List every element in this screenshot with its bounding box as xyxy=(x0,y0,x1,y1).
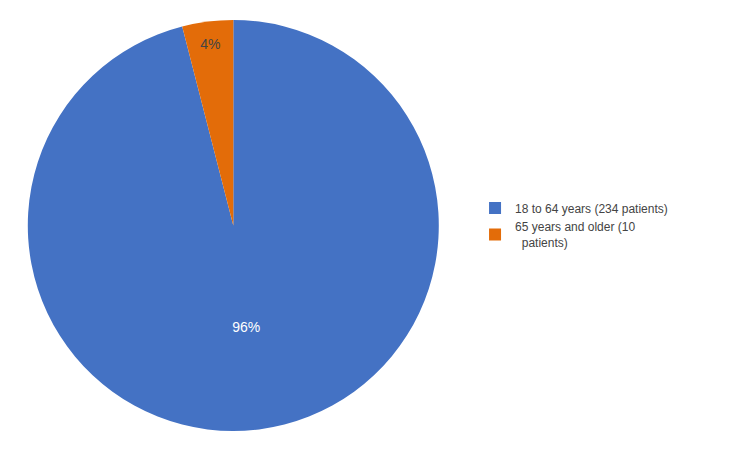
svg-text:4%: 4% xyxy=(200,36,220,52)
svg-text:18 to 64 years (234 patients): 18 to 64 years (234 patients) xyxy=(515,202,668,216)
svg-text:96%: 96% xyxy=(232,319,260,335)
svg-text:65 years and older (10 patien: 65 years and older (10 patients) xyxy=(515,220,635,250)
